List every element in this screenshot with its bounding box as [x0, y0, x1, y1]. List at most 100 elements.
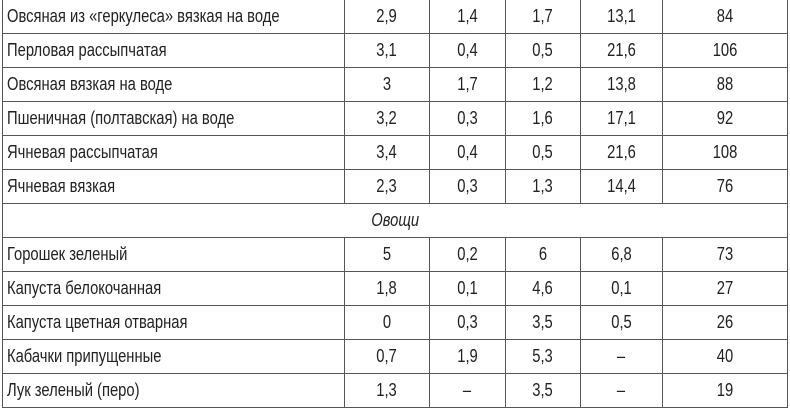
product-name: Капуста цветная отварная	[7, 312, 188, 332]
value-cell: 3,4	[344, 135, 430, 170]
value-cell: 76	[662, 169, 788, 204]
value: 3,5	[532, 380, 554, 400]
product-name-cell: Капуста белокочанная	[2, 271, 345, 306]
value: 26	[716, 312, 734, 332]
table-row: Ячневая вязкая 2,3 0,3 1,3 14,4 76	[2, 169, 788, 204]
value-cell: 1,4	[429, 0, 506, 34]
value: 2,9	[376, 6, 398, 26]
value: 84	[716, 6, 734, 26]
value: 0,5	[532, 40, 554, 60]
value-cell: 3,5	[505, 373, 581, 408]
value: 5	[382, 244, 392, 264]
value-cell: 6	[505, 237, 581, 272]
value-cell: 0,3	[429, 101, 506, 136]
value-cell: 0,1	[580, 271, 663, 306]
value: 1,7	[457, 74, 478, 94]
product-name: Пшеничная (полтавская) на воде	[7, 108, 235, 128]
value-cell: 17,1	[580, 101, 663, 136]
value: 17,1	[607, 108, 636, 128]
value: 13,8	[607, 74, 636, 94]
value: 6	[538, 244, 548, 264]
product-name-cell: Ячневая вязкая	[2, 169, 345, 204]
value-cell: 19	[662, 373, 788, 408]
value: 0,1	[611, 278, 632, 298]
value: 3,2	[376, 108, 398, 128]
value-cell: 0,1	[429, 271, 506, 306]
value: 19	[716, 380, 734, 400]
value: 0,5	[532, 142, 554, 162]
table-row: Капуста белокочанная 1,8 0,1 4,6 0,1 27	[2, 271, 788, 306]
value: 0,5	[611, 312, 632, 332]
value: 13,1	[607, 6, 636, 26]
value-cell: 3	[344, 67, 430, 102]
value-cell: 1,6	[505, 101, 581, 136]
value: –	[463, 380, 472, 400]
value: 14,4	[607, 176, 636, 196]
value-cell: 21,6	[580, 135, 663, 170]
value: 3,1	[376, 40, 398, 60]
value-cell: 1,9	[429, 339, 506, 374]
product-name-cell: Горошек зеленый	[2, 237, 345, 272]
product-name: Ячневая рассыпчатая	[7, 142, 158, 162]
value: 4,6	[532, 278, 554, 298]
section-title-text: Овощи	[371, 210, 419, 230]
value: 0,7	[376, 346, 398, 366]
value: 6,8	[611, 244, 632, 264]
value: 1,4	[457, 6, 478, 26]
value: 3	[382, 74, 392, 94]
value-cell: 1,7	[505, 0, 581, 34]
value: 1,3	[532, 176, 554, 196]
value-cell: 2,3	[344, 169, 430, 204]
value-cell: 27	[662, 271, 788, 306]
table-row: Ячневая рассыпчатая 3,4 0,4 0,5 21,6 108	[2, 135, 788, 170]
value: 0,4	[457, 40, 478, 60]
value: 0,3	[457, 312, 478, 332]
section-title: Овощи	[2, 203, 788, 238]
value: 73	[716, 244, 734, 264]
value: 0,3	[457, 108, 478, 128]
value: 1,2	[532, 74, 554, 94]
product-name-cell: Овсяная вязкая на воде	[2, 67, 345, 102]
value-cell: 26	[662, 305, 788, 340]
table-row: Капуста цветная отварная 0 0,3 3,5 0,5 26	[2, 305, 788, 340]
table-row: Пшеничная (полтавская) на воде 3,2 0,3 1,6 1…	[2, 101, 788, 136]
value: 2,3	[376, 176, 398, 196]
value-cell: 106	[662, 33, 788, 68]
table-row: Горошек зеленый 5 0,2 6 6,8 73	[2, 237, 788, 272]
value: 106	[712, 40, 738, 60]
value: 0,2	[457, 244, 478, 264]
value-cell: 0,5	[505, 135, 581, 170]
value-cell: 5	[344, 237, 430, 272]
value: 1,9	[457, 346, 478, 366]
product-name: Овсяная из «геркулеса» вязкая на воде	[7, 6, 280, 26]
value-cell: 4,6	[505, 271, 581, 306]
value-cell: –	[580, 339, 663, 374]
value-cell: 0,7	[344, 339, 430, 374]
value: 1,8	[376, 278, 398, 298]
value: 0,4	[457, 142, 478, 162]
value-cell: 0,5	[505, 33, 581, 68]
table-row: Лук зеленый (перо) 1,3 – 3,5 – 19	[2, 373, 788, 408]
table-row: Перловая рассыпчатая 3,1 0,4 0,5 21,6 106	[2, 33, 788, 68]
value: 27	[716, 278, 734, 298]
value-cell: 13,1	[580, 0, 663, 34]
table-row: Овсяная вязкая на воде 3 1,7 1,2 13,8 88	[2, 67, 788, 102]
value-cell: 2,9	[344, 0, 430, 34]
value-cell: 92	[662, 101, 788, 136]
value: 3,4	[376, 142, 398, 162]
product-name: Капуста белокочанная	[7, 278, 162, 298]
product-name-cell: Ячневая рассыпчатая	[2, 135, 345, 170]
value-cell: 0	[344, 305, 430, 340]
table-row: Кабачки припущенные 0,7 1,9 5,3 – 40	[2, 339, 788, 374]
value-cell: 0,5	[580, 305, 663, 340]
value-cell: 1,3	[505, 169, 581, 204]
product-name: Перловая рассыпчатая	[7, 40, 167, 60]
value: 0,3	[457, 176, 478, 196]
value: –	[617, 346, 626, 366]
value-cell: 73	[662, 237, 788, 272]
value: –	[617, 380, 626, 400]
value: 88	[716, 74, 734, 94]
product-name: Горошек зеленый	[7, 244, 128, 264]
product-name: Лук зеленый (перо)	[7, 380, 140, 400]
value: 3,5	[532, 312, 554, 332]
